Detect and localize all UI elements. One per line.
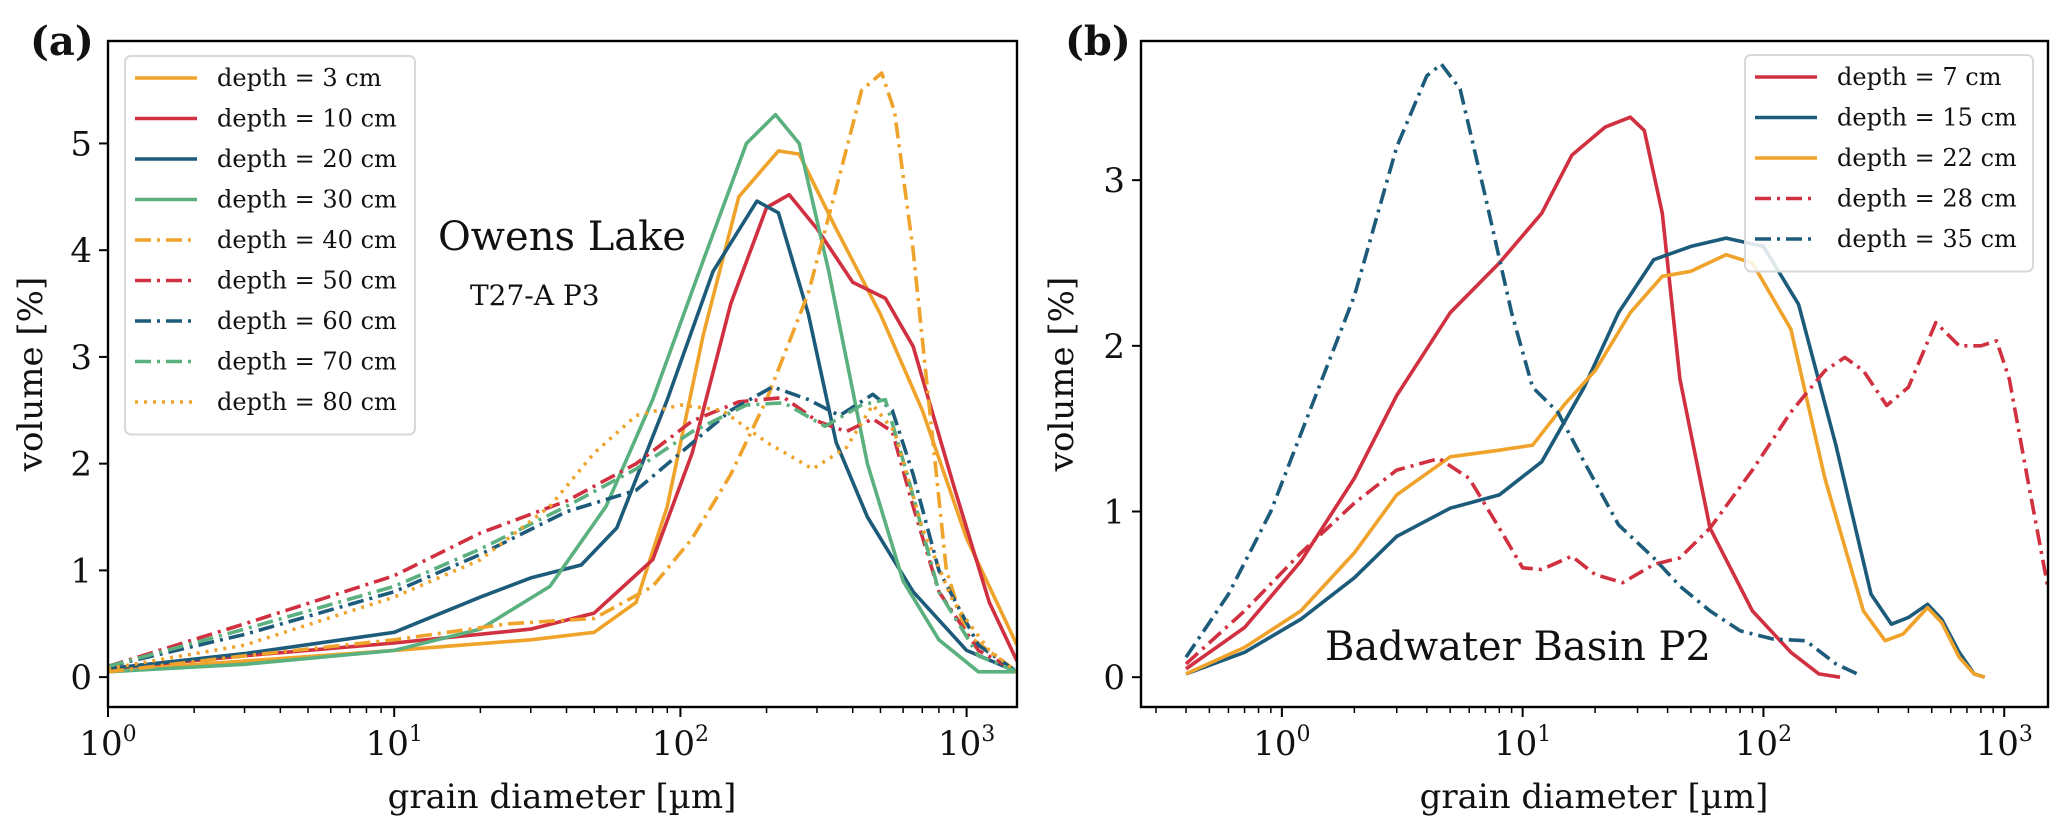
- x-tick-label: 101: [366, 722, 423, 764]
- series-line-depth-3-cm: [108, 149, 1017, 673]
- legend-label: depth = 10 cm: [217, 105, 397, 133]
- panel-b-y-ticks: 0 1 2 3: [1103, 161, 1141, 698]
- x-tick-label: 101: [1494, 722, 1551, 764]
- legend-item: depth = 50 cm: [135, 267, 397, 295]
- series-line-depth-28-cm: [1184, 320, 2048, 666]
- legend-label: depth = 30 cm: [217, 186, 397, 214]
- panel-b-y-axis-label: volume [%]: [1042, 277, 1082, 472]
- y-tick-label: 0: [1103, 658, 1125, 698]
- panel-a-y-ticks: 0 1 2 3 4 5: [70, 124, 108, 698]
- panel-b-legend: depth = 7 cm depth = 15 cm depth = 22 cm de…: [1744, 54, 2034, 273]
- series-line-depth-40-cm: [108, 71, 1017, 674]
- panel-a-plot-area: [108, 71, 1017, 674]
- legend-label: depth = 80 cm: [217, 388, 397, 416]
- legend-label: depth = 3 cm: [217, 64, 382, 92]
- legend-item: depth = 70 cm: [135, 348, 397, 376]
- legend-box: [1744, 54, 2034, 273]
- legend-item: depth = 15 cm: [1755, 104, 2017, 132]
- x-tick-label: 100: [79, 722, 136, 764]
- series-line-depth-20-cm: [108, 199, 1017, 674]
- y-tick-label: 1: [1103, 493, 1125, 533]
- panel-a: (a) 100 101 102 103 0 1 2 3 4 5 grain diameter […: [11, 18, 1019, 817]
- x-tick-label: 103: [938, 722, 995, 764]
- legend-item: depth = 20 cm: [135, 145, 397, 173]
- y-tick-label: 3: [1103, 161, 1125, 201]
- legend-item: depth = 22 cm: [1755, 144, 2017, 172]
- series-line-depth-80-cm: [108, 403, 1017, 674]
- panel-a-axes: [106, 39, 1019, 709]
- legend-label: depth = 20 cm: [217, 145, 397, 173]
- panel-b-plot-area: [1184, 62, 2048, 679]
- panel-b-x-ticks: 100 101 102 103: [1155, 707, 2033, 764]
- y-tick-label: 4: [70, 231, 92, 271]
- panel-a-annotation-title: Owens Lake: [438, 214, 686, 260]
- legend-item: depth = 60 cm: [135, 307, 397, 335]
- panel-a-legend: depth = 3 cm depth = 10 cm depth = 20 cm de…: [124, 55, 416, 436]
- series-line-depth-30-cm: [108, 112, 1017, 674]
- panel-b-label: (b): [1065, 18, 1131, 65]
- legend-item: depth = 40 cm: [135, 226, 397, 254]
- legend-label: depth = 22 cm: [1837, 144, 2017, 172]
- panel-a-x-ticks: 100 101 102 103: [79, 707, 995, 764]
- legend-item: depth = 7 cm: [1755, 63, 2002, 91]
- legend-item: depth = 3 cm: [135, 64, 382, 92]
- legend-label: depth = 7 cm: [1837, 63, 2002, 91]
- legend-item: depth = 10 cm: [135, 105, 397, 133]
- panel-a-y-axis-label: volume [%]: [11, 277, 51, 472]
- panel-b: (b) 100 101 102 103 0 1 2 3 grain diameter [µm…: [1042, 18, 2050, 817]
- y-tick-label: 3: [70, 338, 92, 378]
- legend-item: depth = 80 cm: [135, 388, 397, 416]
- legend-item: depth = 28 cm: [1755, 185, 2017, 213]
- y-tick-label: 2: [1103, 327, 1125, 367]
- legend-label: depth = 40 cm: [217, 226, 397, 254]
- legend-label: depth = 70 cm: [217, 348, 397, 376]
- panel-a-annotation-subtitle: T27-A P3: [470, 279, 600, 312]
- x-tick-label: 103: [1976, 722, 2033, 764]
- x-tick-label: 102: [652, 722, 709, 764]
- y-tick-label: 5: [70, 124, 92, 164]
- series-line-depth-60-cm: [108, 385, 1017, 674]
- y-tick-label: 1: [70, 551, 92, 591]
- panel-a-x-axis-label: grain diameter [µm]: [388, 777, 737, 817]
- panel-a-label: (a): [30, 18, 94, 65]
- legend-label: depth = 50 cm: [217, 267, 397, 295]
- legend-item: depth = 35 cm: [1755, 225, 2017, 253]
- legend-label: depth = 15 cm: [1837, 104, 2017, 132]
- axes-frame: [106, 39, 1019, 709]
- legend-box: [124, 55, 416, 436]
- panel-b-x-axis-label: grain diameter [µm]: [1420, 777, 1769, 817]
- series-line-depth-22-cm: [1185, 252, 1986, 679]
- y-tick-label: 0: [70, 658, 92, 698]
- legend-label: depth = 28 cm: [1837, 185, 2017, 213]
- x-tick-label: 100: [1253, 722, 1310, 764]
- series-line-depth-7-cm: [1184, 115, 1841, 679]
- y-tick-label: 2: [70, 445, 92, 485]
- legend-item: depth = 30 cm: [135, 186, 397, 214]
- legend-label: depth = 35 cm: [1837, 225, 2017, 253]
- series-line-depth-15-cm: [1185, 236, 1986, 679]
- series-line-depth-50-cm: [108, 395, 1017, 674]
- series-line-depth-35-cm: [1184, 62, 1858, 676]
- x-tick-label: 102: [1735, 722, 1792, 764]
- legend-label: depth = 60 cm: [217, 307, 397, 335]
- panel-b-annotation-title: Badwater Basin P2: [1325, 624, 1711, 670]
